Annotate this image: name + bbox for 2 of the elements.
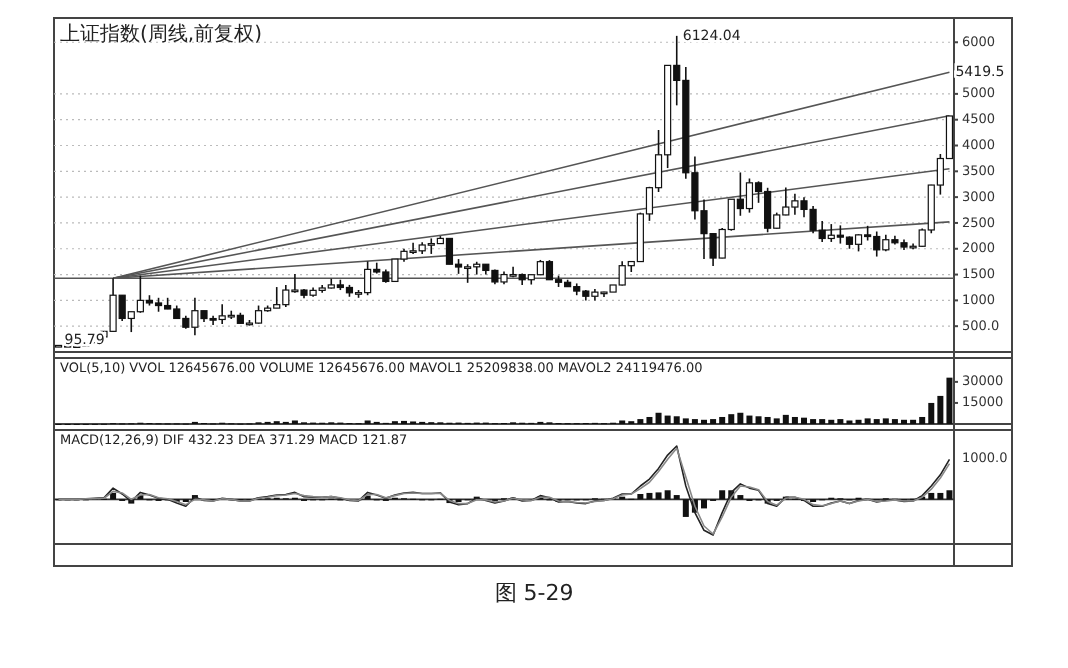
chart-title: 上证指数(周线,前复权) — [60, 22, 263, 46]
caption: 图 5-29 — [494, 580, 574, 606]
